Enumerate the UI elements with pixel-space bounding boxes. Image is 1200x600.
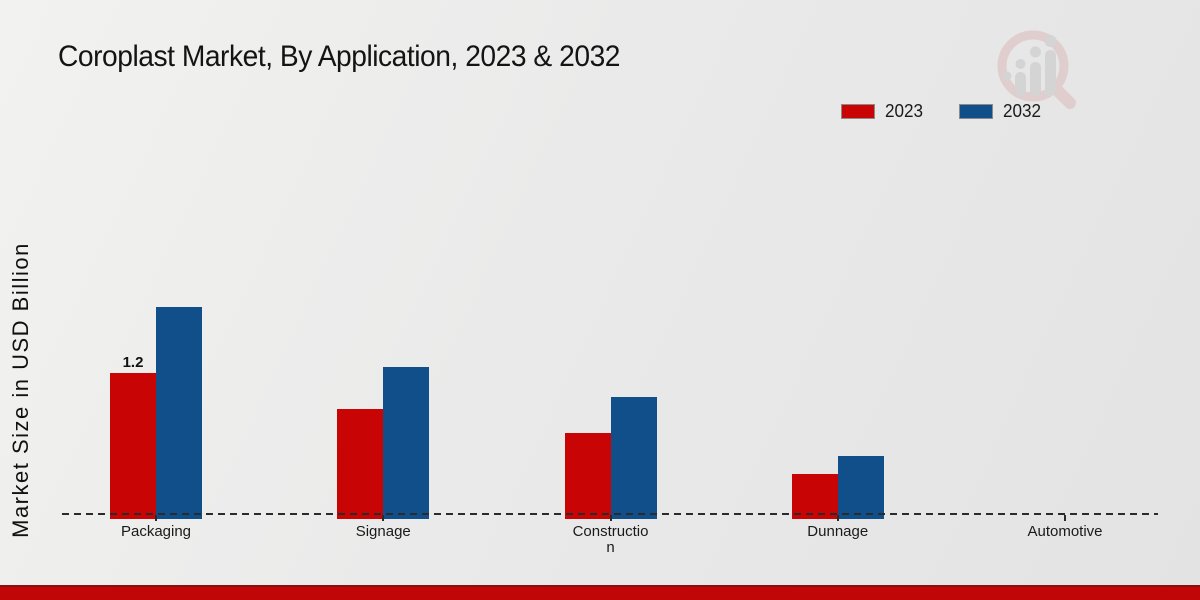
bar-2023-dunnage bbox=[791, 474, 838, 519]
bar-2023-signage bbox=[337, 409, 384, 519]
x-tick-automotive bbox=[1064, 515, 1066, 521]
legend-swatch-2032 bbox=[958, 104, 993, 119]
bar-2032-packaging bbox=[156, 307, 202, 519]
x-tick-dunnage bbox=[836, 515, 839, 521]
legend-swatch-2023 bbox=[840, 104, 875, 119]
legend-item-2032: 2032 bbox=[958, 101, 1043, 122]
bar-2032-dunnage bbox=[837, 456, 884, 519]
x-tick-packaging bbox=[155, 515, 157, 521]
bar-2023-construction bbox=[564, 433, 611, 519]
x-axis-baseline bbox=[62, 513, 1158, 515]
chart-title: Coroplast Market, By Application, 2023 &… bbox=[58, 40, 621, 73]
bar-2023-packaging bbox=[110, 373, 156, 519]
x-tick-label-dunnage: Dunnage bbox=[807, 523, 869, 540]
bar-value-label-packaging-2023: 1.2 bbox=[122, 354, 144, 371]
legend-item-2023: 2023 bbox=[840, 101, 925, 122]
bar-2032-construction bbox=[610, 397, 657, 519]
x-tick-signage bbox=[382, 515, 385, 521]
legend-label-2023: 2023 bbox=[884, 101, 923, 121]
x-tick-label-construction: Construction bbox=[572, 523, 649, 556]
bar-2032-signage bbox=[383, 367, 430, 519]
legend-label-2032: 2032 bbox=[1002, 101, 1041, 121]
x-tick-label-signage: Signage bbox=[355, 523, 411, 540]
y-axis-title: Market Size in USD Billion bbox=[8, 242, 33, 538]
magnifier-growth-chart-logo bbox=[997, 30, 1076, 109]
x-tick-construction bbox=[609, 515, 612, 521]
plot-area: Packaging Signage Construction Dunnage Autom… bbox=[62, 0, 1158, 556]
footer-red-strip bbox=[0, 585, 1200, 600]
x-tick-label-automotive: Automotive bbox=[1027, 523, 1103, 540]
x-tick-label-packaging: Packaging bbox=[120, 523, 192, 540]
legend: 2023 2032 bbox=[840, 101, 1043, 122]
